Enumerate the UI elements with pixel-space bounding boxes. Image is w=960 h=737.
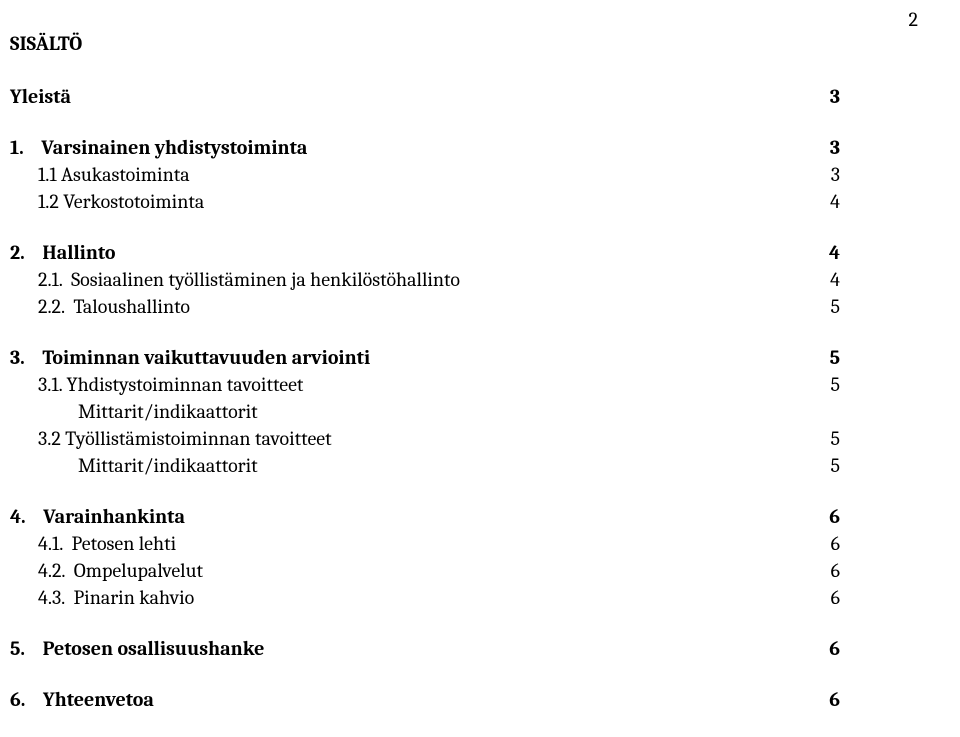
toc-row: 2. Hallinto 4 bbox=[10, 239, 840, 266]
toc-label: 1.2 Verkostotoiminta bbox=[10, 188, 204, 215]
toc-label: 4.1. Petosen lehti bbox=[10, 530, 176, 557]
toc-page-number: 6 bbox=[820, 503, 840, 530]
toc-row: 3.2 Työllistämistoiminnan tavoitteet 5 bbox=[10, 425, 840, 452]
toc-page-number: 3 bbox=[820, 134, 840, 161]
table-of-contents: SISÄLTÖ Yleistä31. Varsinainen yhdistyst… bbox=[10, 30, 840, 713]
toc-row: 3.1. Yhdistystoiminnan tavoitteet 5 bbox=[10, 371, 840, 398]
page-number: 2 bbox=[909, 8, 918, 31]
toc-label: 4.3. Pinarin kahvio bbox=[10, 584, 194, 611]
toc-page-number: 5 bbox=[820, 425, 840, 452]
toc-row: Mittarit/indikaattorit bbox=[10, 398, 840, 425]
toc-page-number: 4 bbox=[820, 266, 840, 293]
toc-row: 4.1. Petosen lehti 6 bbox=[10, 530, 840, 557]
toc-label: 3.2 Työllistämistoiminnan tavoitteet bbox=[10, 425, 332, 452]
toc-label: 3.1. Yhdistystoiminnan tavoitteet bbox=[10, 371, 303, 398]
toc-row: 6. Yhteenvetoa 6 bbox=[10, 686, 840, 713]
toc-label: 5. Petosen osallisuushanke bbox=[10, 635, 264, 662]
toc-label: 6. Yhteenvetoa bbox=[10, 686, 154, 713]
toc-group: 4. Varainhankinta64.1. Petosen lehti64.2… bbox=[10, 503, 840, 611]
toc-page-number: 6 bbox=[820, 635, 840, 662]
toc-page-number: 6 bbox=[820, 530, 840, 557]
toc-page-number: 5 bbox=[820, 371, 840, 398]
toc-row: 5. Petosen osallisuushanke 6 bbox=[10, 635, 840, 662]
toc-page-number: 6 bbox=[820, 584, 840, 611]
toc-label: 1. Varsinainen yhdistystoiminta bbox=[10, 134, 307, 161]
toc-group: Yleistä 3 bbox=[10, 83, 840, 110]
toc-row: Yleistä 3 bbox=[10, 83, 840, 110]
toc-label: 4.2. Ompelupalvelut bbox=[10, 557, 203, 584]
toc-row: 1.2 Verkostotoiminta 4 bbox=[10, 188, 840, 215]
toc-group: 2. Hallinto 4 2.1. Sosiaalinen työllistämi… bbox=[10, 239, 840, 320]
toc-row: 3. Toiminnan vaikuttavuuden arviointi 5 bbox=[10, 344, 840, 371]
toc-label: Mittarit/indikaattorit bbox=[10, 398, 258, 425]
toc-row: 2.1. Sosiaalinen työllistäminen ja henki… bbox=[10, 266, 840, 293]
toc-group: 6. Yhteenvetoa 6 bbox=[10, 686, 840, 713]
toc-row: Mittarit/indikaattorit 5 bbox=[10, 452, 840, 479]
toc-page-number: 5 bbox=[820, 344, 840, 371]
toc-row: 1.1 Asukastoiminta 3 bbox=[10, 161, 840, 188]
toc-label: 1.1 Asukastoiminta bbox=[10, 161, 190, 188]
toc-label: Mittarit/indikaattorit bbox=[10, 452, 258, 479]
toc-row: 4.3. Pinarin kahvio 6 bbox=[10, 584, 840, 611]
toc-label: 2.2. Taloushallinto bbox=[10, 293, 190, 320]
toc-label: 2.1. Sosiaalinen työllistäminen ja henki… bbox=[10, 266, 460, 293]
toc-page-number: 3 bbox=[820, 161, 840, 188]
toc-label: 3. Toiminnan vaikuttavuuden arviointi bbox=[10, 344, 370, 371]
toc-label: Yleistä bbox=[10, 83, 71, 110]
toc-row: 4. Varainhankinta 6 bbox=[10, 503, 840, 530]
toc-page-number: 6 bbox=[820, 557, 840, 584]
toc-body: Yleistä 3 1. Varsinainen yhdistystoiminta 3… bbox=[10, 83, 840, 713]
toc-row: 4.2. Ompelupalvelut 6 bbox=[10, 557, 840, 584]
toc-label: 4. Varainhankinta bbox=[10, 503, 185, 530]
toc-page-number: 5 bbox=[820, 293, 840, 320]
toc-page-number: 5 bbox=[820, 452, 840, 479]
toc-page-number: 6 bbox=[820, 686, 840, 713]
toc-group: 5. Petosen osallisuushanke 6 bbox=[10, 635, 840, 662]
toc-page-number: 3 bbox=[820, 83, 840, 110]
toc-row: 1. Varsinainen yhdistystoiminta 3 bbox=[10, 134, 840, 161]
toc-group: 3. Toiminnan vaikuttavuuden arviointi53.… bbox=[10, 344, 840, 479]
toc-group: 1. Varsinainen yhdistystoiminta31.1 Asuk… bbox=[10, 134, 840, 215]
toc-row: 2.2. Taloushallinto 5 bbox=[10, 293, 840, 320]
document-page: 2 SISÄLTÖ Yleistä31. Varsinainen yhdisty… bbox=[0, 0, 960, 737]
toc-title: SISÄLTÖ bbox=[10, 30, 840, 57]
toc-page-number: 4 bbox=[820, 239, 840, 266]
toc-label: 2. Hallinto bbox=[10, 239, 116, 266]
toc-page-number: 4 bbox=[820, 188, 840, 215]
